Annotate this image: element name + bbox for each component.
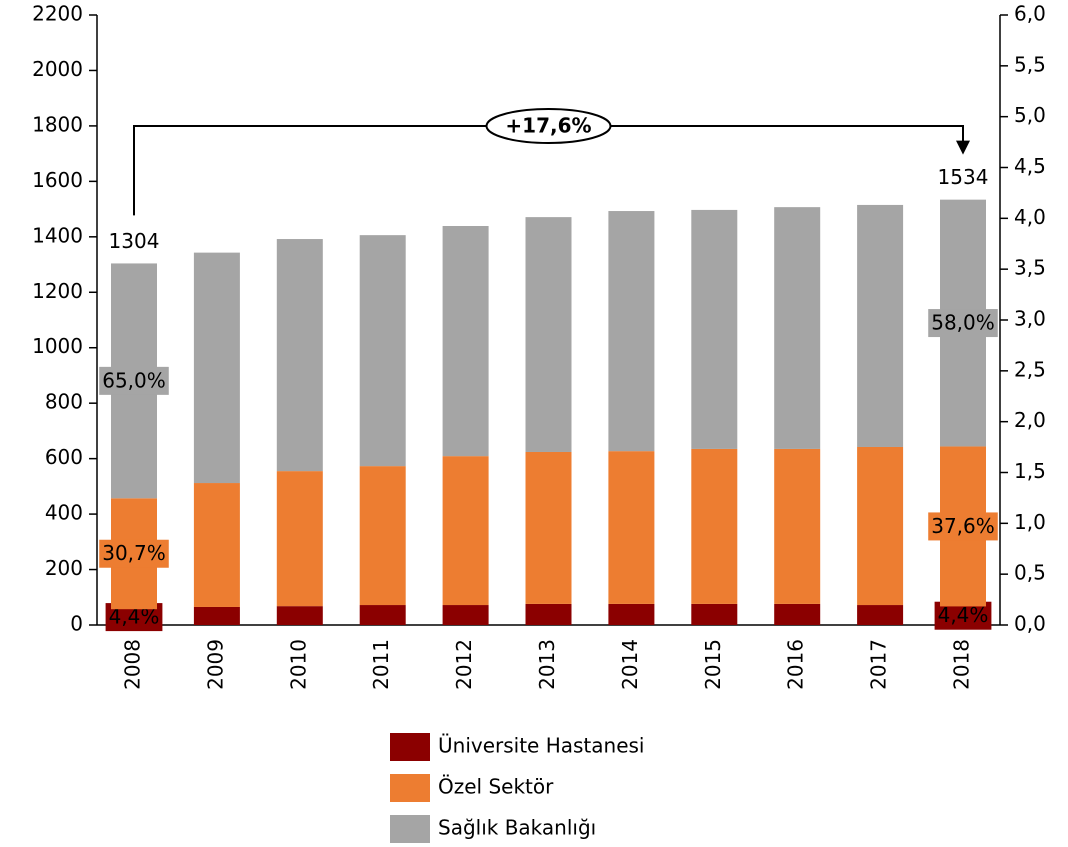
y-tick-label: 400 — [45, 501, 83, 525]
legend-label: Üniversite Hastanesi — [438, 734, 644, 758]
y2-tick-label: 2,0 — [1014, 408, 1046, 432]
y2-tick-label: 2,5 — [1014, 357, 1046, 381]
x-tick-label: 2012 — [452, 639, 476, 690]
bar-segment — [442, 456, 489, 606]
bar-segment — [525, 451, 572, 604]
bar-segment — [359, 235, 406, 467]
x-tick-label: 2014 — [618, 639, 642, 690]
y-tick-label: 1600 — [32, 168, 83, 192]
x-tick-label: 2013 — [535, 639, 559, 690]
share-label: 37,6% — [928, 512, 998, 541]
x-tick-label: 2017 — [867, 639, 891, 690]
x-tick-label: 2018 — [950, 639, 974, 690]
bar-segment — [774, 603, 821, 625]
y-tick-label: 600 — [45, 445, 83, 469]
annotation-oval — [485, 108, 612, 144]
share-label-text: 30,7% — [102, 541, 166, 565]
y2-tick-label: 1,0 — [1014, 510, 1046, 534]
y2-tick-label: 0,0 — [1014, 612, 1046, 636]
bar-segment — [442, 226, 489, 457]
share-label-box — [99, 366, 169, 395]
y-tick-label: 1000 — [32, 334, 83, 358]
share-label-text: 4,4% — [938, 603, 989, 627]
bar-segment — [608, 603, 655, 625]
bar-segment — [276, 606, 323, 625]
y2-tick-label: 4,0 — [1014, 205, 1046, 229]
share-label-box — [928, 512, 998, 541]
legend-swatch — [390, 774, 430, 802]
bar-segment — [691, 603, 738, 625]
x-tick-label: 2010 — [286, 639, 310, 690]
bar-segment — [857, 605, 904, 625]
y2-tick-label: 3,0 — [1014, 307, 1046, 331]
y-tick-label: 2200 — [32, 2, 83, 26]
total-label: 1534 — [938, 165, 989, 189]
bracket-arrow — [956, 140, 970, 155]
bar-segment — [276, 239, 323, 472]
share-label: 58,0% — [928, 309, 998, 338]
bar-segment — [691, 209, 738, 449]
y-tick-label: 2000 — [32, 57, 83, 81]
bar-segment — [193, 252, 240, 484]
y2-tick-label: 1,5 — [1014, 459, 1046, 483]
legend-label: Özel Sektör — [438, 775, 554, 799]
x-tick-label: 2008 — [121, 639, 145, 690]
x-tick-label: 2016 — [784, 639, 808, 690]
y-tick-label: 1800 — [32, 112, 83, 136]
y2-tick-label: 5,0 — [1014, 103, 1046, 127]
share-label-box — [928, 309, 998, 338]
y-tick-label: 1200 — [32, 279, 83, 303]
bar-segment — [193, 483, 240, 607]
bar-segment — [691, 448, 738, 604]
bar-segment — [442, 605, 489, 625]
legend-swatch — [390, 815, 430, 843]
legend-label: Sağlık Bakanlığı — [438, 816, 596, 840]
bar-segment — [525, 603, 572, 625]
annotation: +17,6% — [505, 114, 591, 138]
bar-segment — [525, 217, 572, 452]
bar-segment — [276, 471, 323, 607]
bar-segment — [857, 446, 904, 606]
y-tick-label: 200 — [45, 556, 83, 580]
x-tick-label: 2015 — [701, 639, 725, 690]
legend-swatch — [390, 733, 430, 761]
y2-tick-label: 4,5 — [1014, 154, 1046, 178]
x-tick-label: 2011 — [369, 639, 393, 690]
bar-segment — [359, 466, 406, 606]
bar-segment — [774, 448, 821, 604]
y-tick-label: 1400 — [32, 223, 83, 247]
x-tick-label: 2009 — [203, 639, 227, 690]
share-label: 30,7% — [99, 539, 169, 568]
share-label: 65,0% — [99, 366, 169, 395]
share-label-box — [99, 539, 169, 568]
y-tick-label: 0 — [70, 612, 83, 636]
bar-segment — [193, 606, 240, 625]
bar-segment — [359, 605, 406, 625]
y-tick-label: 800 — [45, 390, 83, 414]
share-label-text: 37,6% — [931, 514, 995, 538]
bar-segment — [857, 204, 904, 447]
total-label: 1304 — [109, 229, 160, 253]
share-label-text: 65,0% — [102, 368, 166, 392]
y2-tick-label: 6,0 — [1014, 2, 1046, 26]
y2-tick-label: 5,5 — [1014, 52, 1046, 76]
y2-tick-label: 3,5 — [1014, 256, 1046, 280]
bar-segment — [608, 451, 655, 604]
bar-segment — [608, 211, 655, 452]
share-label-text: 58,0% — [931, 311, 995, 335]
y2-tick-label: 0,5 — [1014, 561, 1046, 585]
bar-segment — [774, 207, 821, 449]
